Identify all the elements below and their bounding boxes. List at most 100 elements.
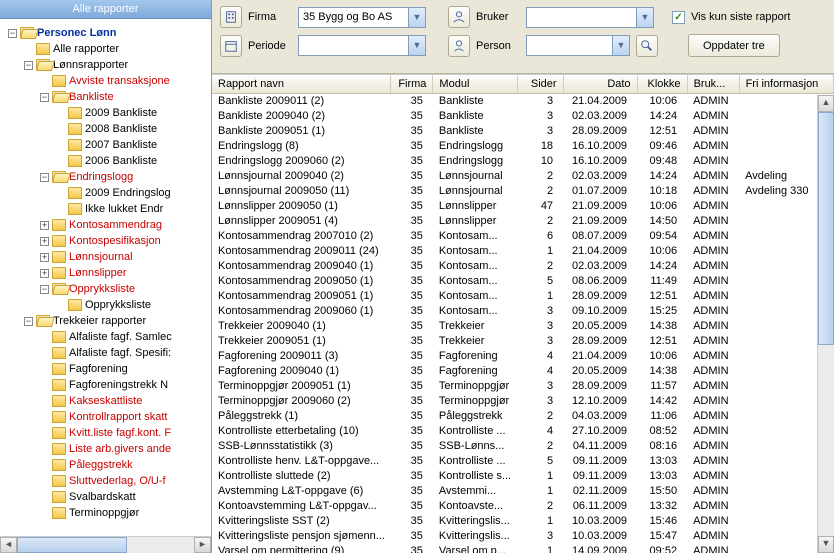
table-row[interactable]: Kontosammendrag 2007010 (2)35Kontosam...…	[212, 228, 834, 243]
cell-navn: Varsel om permittering (9)	[212, 543, 391, 553]
tree-item[interactable]: Kontrollrapport skatt	[40, 409, 211, 425]
person-search-button[interactable]	[636, 35, 658, 57]
col-dato[interactable]: Dato	[563, 75, 637, 93]
tree-item[interactable]: −Endringslogg	[40, 169, 211, 185]
tree-item[interactable]: Påleggstrekk	[40, 457, 211, 473]
tree-item[interactable]: Sluttvederlag, O/U-f	[40, 473, 211, 489]
tree-item[interactable]: +Kontospesifikasjon	[40, 233, 211, 249]
cell-modul: Påleggstrekk	[433, 408, 517, 423]
col-modul[interactable]: Modul	[433, 75, 517, 93]
tree-hscroll[interactable]: ◄ ►	[0, 536, 211, 553]
table-row[interactable]: Påleggstrekk (1)35Påleggstrekk204.03.200…	[212, 408, 834, 423]
firma-combo[interactable]: 35 Bygg og Bo AS▼	[298, 7, 426, 28]
cell-dato: 10.03.2009	[563, 513, 637, 528]
table-row[interactable]: Kontrolliste etterbetaling (10)35Kontrol…	[212, 423, 834, 438]
table-row[interactable]: Kontosammendrag 2009011 (24)35Kontosam..…	[212, 243, 834, 258]
periode-combo[interactable]: ▼	[298, 35, 426, 56]
tree-item[interactable]: +Lønnslipper	[40, 265, 211, 281]
tree-item[interactable]: +Lønnsjournal	[40, 249, 211, 265]
cell-sider: 1	[517, 288, 563, 303]
table-row[interactable]: Kvitteringsliste SST (2)35Kvitteringslis…	[212, 513, 834, 528]
periode-label: Periode	[248, 40, 292, 52]
table-row[interactable]: Kontoavstemming L&T-oppgav...35Kontoavst…	[212, 498, 834, 513]
bruker-lookup-button[interactable]	[448, 6, 470, 28]
table-row[interactable]: Trekkeier 2009051 (1)35Trekkeier328.09.2…	[212, 333, 834, 348]
tree-item[interactable]: Fagforening	[40, 361, 211, 377]
tree-item[interactable]: Fagforeningstrekk N	[40, 377, 211, 393]
tree-item[interactable]: Liste arb.givers ande	[40, 441, 211, 457]
person-lookup-button[interactable]	[448, 35, 470, 57]
cell-firma: 35	[391, 123, 433, 138]
table-row[interactable]: Lønnslipper 2009051 (4)35Lønnslipper221.…	[212, 213, 834, 228]
table-row[interactable]: Bankliste 2009011 (2)35Bankliste321.04.2…	[212, 93, 834, 108]
table-vscroll[interactable]: ▲ ▼	[817, 95, 834, 553]
firma-lookup-button[interactable]	[220, 6, 242, 28]
user-icon	[452, 10, 466, 24]
table-row[interactable]: Kontrolliste henv. L&T-oppgave...35Kontr…	[212, 453, 834, 468]
table-row[interactable]: SSB-Lønnsstatistikk (3)35SSB-Lønns...204…	[212, 438, 834, 453]
tree-item[interactable]: Terminoppgjør	[40, 505, 211, 521]
table-row[interactable]: Bankliste 2009040 (2)35Bankliste302.03.2…	[212, 108, 834, 123]
cell-modul: Kontrolliste ...	[433, 453, 517, 468]
col-klokke[interactable]: Klokke	[637, 75, 687, 93]
cell-firma: 35	[391, 363, 433, 378]
periode-lookup-button[interactable]	[220, 35, 242, 57]
tree-item[interactable]: Avviste transaksjone	[40, 73, 211, 89]
table-row[interactable]: Lønnsjournal 2009050 (11)35Lønnsjournal2…	[212, 183, 834, 198]
tree-item[interactable]: 2009 Bankliste	[56, 105, 211, 121]
tree-item[interactable]: 2007 Bankliste	[56, 137, 211, 153]
table-row[interactable]: Lønnsjournal 2009040 (2)35Lønnsjournal20…	[212, 168, 834, 183]
tree-item[interactable]: −Bankliste	[40, 89, 211, 105]
table-row[interactable]: Kontosammendrag 2009051 (1)35Kontosam...…	[212, 288, 834, 303]
vis-kun-checkbox[interactable]	[672, 11, 685, 24]
tree-item[interactable]: Kakseskattliste	[40, 393, 211, 409]
tree-item[interactable]: 2006 Bankliste	[56, 153, 211, 169]
cell-klokke: 11:06	[637, 408, 687, 423]
tree-item[interactable]: Ikke lukket Endr	[56, 201, 211, 217]
col-firma[interactable]: Firma	[391, 75, 433, 93]
cell-bruk: ADMIN	[687, 498, 739, 513]
bruker-combo[interactable]: ▼	[526, 7, 654, 28]
tree-item[interactable]: 2009 Endringslog	[56, 185, 211, 201]
tree-item[interactable]: −Lønnsrapporter	[24, 57, 211, 73]
table-row[interactable]: Avstemming L&T-oppgave (6)35Avstemmi...1…	[212, 483, 834, 498]
table-row[interactable]: Kontosammendrag 2009040 (1)35Kontosam...…	[212, 258, 834, 273]
col-bruk[interactable]: Bruk...	[687, 75, 739, 93]
tree-item[interactable]: 2008 Bankliste	[56, 121, 211, 137]
tree-item[interactable]: −Trekkeier rapporter	[24, 313, 211, 329]
table-row[interactable]: Lønnslipper 2009050 (1)35Lønnslipper4721…	[212, 198, 834, 213]
col-fri[interactable]: Fri informasjon	[739, 75, 833, 93]
oppdater-tre-button[interactable]: Oppdater tre	[688, 34, 780, 57]
person-combo[interactable]: ▼	[526, 35, 630, 56]
vis-kun-label: Vis kun siste rapport	[691, 11, 790, 23]
table-row[interactable]: Terminoppgjør 2009060 (2)35Terminoppgjør…	[212, 393, 834, 408]
col-navn[interactable]: Rapport navn	[212, 75, 391, 93]
tree-item[interactable]: +Kontosammendrag	[40, 217, 211, 233]
tree-item[interactable]: Kvitt.liste fagf.kont. F	[40, 425, 211, 441]
table-row[interactable]: Fagforening 2009011 (3)35Fagforening421.…	[212, 348, 834, 363]
cell-dato: 21.09.2009	[563, 198, 637, 213]
table-row[interactable]: Kontrolliste sluttede (2)35Kontrolliste …	[212, 468, 834, 483]
table-row[interactable]: Kontosammendrag 2009050 (1)35Kontosam...…	[212, 273, 834, 288]
tree-root[interactable]: − Personec Lønn	[8, 25, 211, 41]
tree-item[interactable]: −Opprykksliste	[40, 281, 211, 297]
tree-item[interactable]: Opprykksliste	[56, 297, 211, 313]
table-row[interactable]: Varsel om permittering (9)35Varsel om p.…	[212, 543, 834, 553]
report-table: Rapport navn Firma Modul Sider Dato Klok…	[212, 75, 834, 553]
table-row[interactable]: Kontosammendrag 2009060 (1)35Kontosam...…	[212, 303, 834, 318]
tree-item[interactable]: Alfaliste fagf. Spesifi:	[40, 345, 211, 361]
table-row[interactable]: Endringslogg (8)35Endringslogg1816.10.20…	[212, 138, 834, 153]
table-row[interactable]: Kvitteringsliste pensjon sjømenn...35Kvi…	[212, 528, 834, 543]
table-row[interactable]: Terminoppgjør 2009051 (1)35Terminoppgjør…	[212, 378, 834, 393]
tree-item[interactable]: Alle rapporter	[24, 41, 211, 57]
tree-item[interactable]: Alfaliste fagf. Samlec	[40, 329, 211, 345]
tree-item[interactable]: Svalbardskatt	[40, 489, 211, 505]
table-row[interactable]: Endringslogg 2009060 (2)35Endringslogg10…	[212, 153, 834, 168]
cell-klokke: 13:32	[637, 498, 687, 513]
cell-klokke: 15:50	[637, 483, 687, 498]
col-sider[interactable]: Sider	[517, 75, 563, 93]
table-row[interactable]: Trekkeier 2009040 (1)35Trekkeier320.05.2…	[212, 318, 834, 333]
table-row[interactable]: Bankliste 2009051 (1)35Bankliste328.09.2…	[212, 123, 834, 138]
filter-bar: Firma 35 Bygg og Bo AS▼ Bruker ▼ Vis kun…	[212, 0, 834, 74]
table-row[interactable]: Fagforening 2009040 (1)35Fagforening420.…	[212, 363, 834, 378]
